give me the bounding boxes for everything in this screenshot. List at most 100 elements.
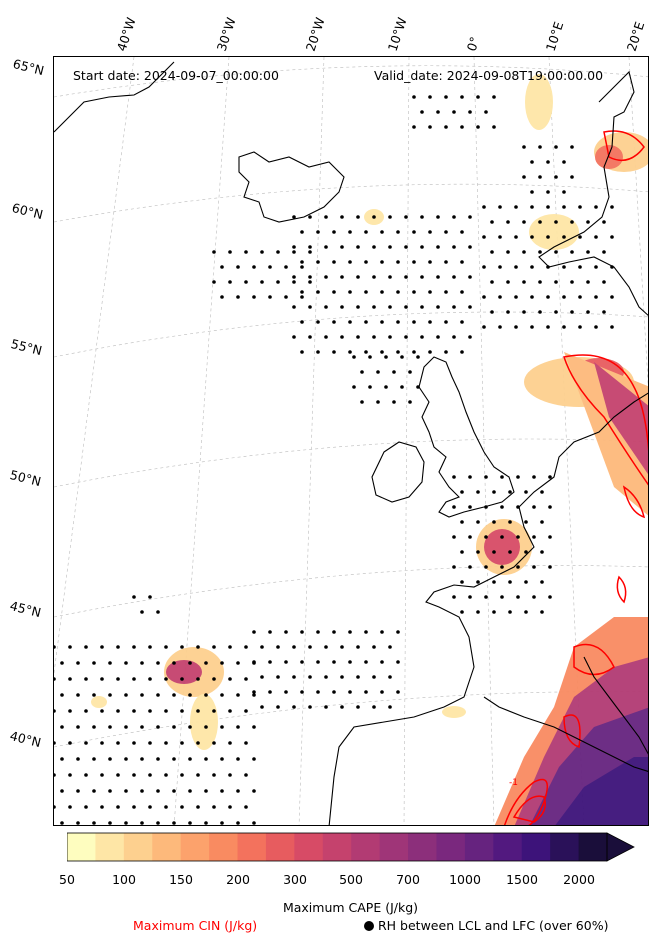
- rh-dot: [252, 295, 256, 299]
- rh-dot: [444, 350, 448, 354]
- rh-dot: [476, 520, 480, 524]
- rh-dot: [204, 693, 208, 697]
- rh-dot: [554, 145, 558, 149]
- rh-dot: [340, 305, 344, 309]
- rh-dot: [570, 220, 574, 224]
- rh-dot: [500, 505, 504, 509]
- greenland-coast: [54, 61, 175, 133]
- rh-dot: [530, 205, 534, 209]
- rh-dot: [284, 295, 288, 299]
- rh-dot: [108, 789, 112, 793]
- rh-dot: [340, 215, 344, 219]
- rh-dot: [236, 693, 240, 697]
- rh-dot: [482, 295, 486, 299]
- rh-dot: [148, 741, 152, 745]
- rh-dot: [252, 693, 256, 697]
- rh-dot: [388, 705, 392, 709]
- rh-dot: [308, 250, 312, 254]
- rh-dot: [212, 280, 216, 284]
- rh-dot: [196, 773, 200, 777]
- rh-dot: [324, 275, 328, 279]
- rh-dot: [396, 350, 400, 354]
- rh-dot: [220, 661, 224, 665]
- rh-dot: [356, 275, 360, 279]
- rh-dot: [292, 335, 296, 339]
- rh-dot: [356, 645, 360, 649]
- rh-dot: [196, 741, 200, 745]
- rh-dot: [436, 245, 440, 249]
- rh-dot: [460, 260, 464, 264]
- rh-dot: [530, 295, 534, 299]
- rh-dot: [108, 725, 112, 729]
- lat-label-50n: 50°N: [8, 467, 43, 490]
- colorbar-tick: 300: [283, 872, 307, 887]
- colorbar-segment: [436, 833, 466, 861]
- colorbar-segment: [237, 833, 267, 861]
- rh-dot: [538, 220, 542, 224]
- rh-dot: [188, 693, 192, 697]
- rh-dot: [268, 295, 272, 299]
- rh-dot: [492, 610, 496, 614]
- start-date-label: Start date: 2024-09-07_00:00:00: [73, 68, 279, 83]
- rh-dot: [554, 220, 558, 224]
- rh-dot: [60, 789, 64, 793]
- lat-label-55n: 55°N: [9, 336, 44, 359]
- rh-dot: [578, 235, 582, 239]
- rh-dot: [530, 190, 534, 194]
- rh-dot: [252, 660, 256, 664]
- rh-dot: [388, 335, 392, 339]
- rh-dot: [260, 645, 264, 649]
- rh-dot: [268, 265, 272, 269]
- rh-dot: [380, 630, 384, 634]
- rh-dot: [60, 725, 64, 729]
- rh-dot: [500, 595, 504, 599]
- cin-legend-label: Maximum CIN (J/kg): [133, 918, 258, 933]
- rh-dot: [300, 660, 304, 664]
- rh-dot: [60, 661, 64, 665]
- rh-dot: [372, 245, 376, 249]
- rh-dot: [492, 550, 496, 554]
- rh-dot: [514, 235, 518, 239]
- colorbar-tick: 50: [59, 872, 75, 887]
- rh-dot: [428, 350, 432, 354]
- rh-dot: [348, 690, 352, 694]
- rh-dot: [372, 215, 376, 219]
- rh-dot: [300, 350, 304, 354]
- rh-dot: [506, 310, 510, 314]
- rh-dot: [188, 821, 192, 825]
- rh-dot: [92, 789, 96, 793]
- rh-dot: [332, 260, 336, 264]
- rh-dot: [60, 757, 64, 761]
- rh-dot: [180, 677, 184, 681]
- rh-dot: [284, 265, 288, 269]
- rh-dot: [260, 280, 264, 284]
- rh-dot: [412, 260, 416, 264]
- rh-dot: [268, 660, 272, 664]
- rh-dot: [460, 580, 464, 584]
- lat-label-65n: 65°N: [11, 56, 46, 79]
- rh-dot: [244, 250, 248, 254]
- rh-dot: [156, 661, 160, 665]
- rh-dot: [468, 535, 472, 539]
- map-frame: -1: [53, 56, 649, 826]
- rh-dot: [460, 230, 464, 234]
- rh-dot: [332, 230, 336, 234]
- rh-dot: [164, 645, 168, 649]
- rh-dot: [276, 705, 280, 709]
- rh-dot: [196, 805, 200, 809]
- rh-dot: [236, 295, 240, 299]
- rh-dot: [180, 709, 184, 713]
- rh-dot: [372, 675, 376, 679]
- rh-dot: [498, 325, 502, 329]
- rh-dot: [252, 265, 256, 269]
- rh-dot: [610, 235, 614, 239]
- rh-dot: [492, 490, 496, 494]
- rh-dot: [412, 95, 416, 99]
- rh-dot: [116, 805, 120, 809]
- rh-dot: [570, 280, 574, 284]
- rh-dot: [416, 385, 420, 389]
- rh-dot: [610, 205, 614, 209]
- lon-label-40w: 40°W: [113, 15, 139, 53]
- rh-dot: [594, 265, 598, 269]
- colorbar-segment: [464, 833, 494, 861]
